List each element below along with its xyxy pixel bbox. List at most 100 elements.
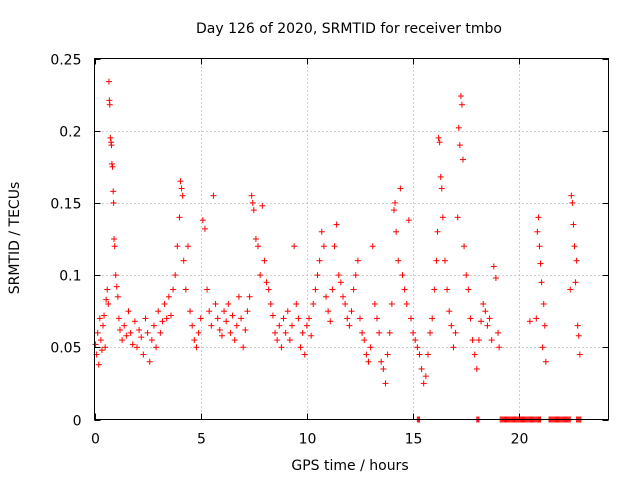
data-point: [263, 279, 270, 286]
y-tick-label: 0.05: [50, 341, 81, 357]
data-point: [541, 322, 548, 329]
data-point: [252, 236, 259, 242]
data-point: [327, 318, 334, 325]
data-point: [454, 214, 461, 221]
data-point: [314, 272, 321, 279]
data-point: [274, 337, 281, 344]
data-point: [144, 329, 151, 336]
data-point: [176, 214, 183, 221]
data-point: [96, 315, 103, 322]
data-point: [376, 329, 383, 336]
data-point: [136, 326, 143, 333]
data-point: [129, 341, 136, 348]
data-point: [223, 318, 230, 325]
data-point: [308, 332, 315, 339]
y-axis: 0 0.05 0.1 0.15 0.2 0.25: [50, 53, 609, 430]
y-tick-label: 0.2: [59, 125, 81, 141]
data-point: [246, 293, 253, 300]
data-point: [95, 361, 102, 368]
data-point: [255, 243, 262, 250]
data-point: [569, 199, 576, 206]
data-point: [486, 315, 493, 322]
data-point: [193, 344, 200, 351]
data-point: [113, 283, 120, 290]
data-point: [444, 286, 451, 293]
data-point: [98, 347, 105, 354]
data-point: [436, 139, 443, 146]
data-point: [291, 243, 298, 250]
data-point: [131, 318, 138, 325]
data-point: [172, 272, 179, 279]
data-point: [138, 334, 145, 341]
data-point: [405, 217, 412, 224]
data-point: [369, 243, 376, 250]
data-point: [161, 300, 168, 307]
data-point: [201, 225, 208, 232]
x-tick-label: 15: [405, 432, 423, 448]
data-point: [267, 300, 274, 307]
plot-frame: [94, 58, 609, 420]
y-tick-label: 0.1: [59, 269, 81, 285]
data-point: [99, 322, 106, 329]
data-point: [403, 300, 410, 307]
data-point: [412, 337, 419, 344]
data-point: [208, 322, 215, 329]
data-point: [475, 337, 482, 344]
data-point: [458, 101, 465, 108]
data-point: [102, 344, 109, 351]
data-point: [478, 318, 485, 325]
data-point: [438, 185, 445, 192]
chart-title: Day 126 of 2020, SRMTID for receiver tmb…: [196, 21, 502, 37]
data-point: [127, 329, 134, 336]
data-point: [346, 322, 353, 329]
data-point: [323, 293, 330, 300]
x-axis: 0 5 10 15 20: [91, 58, 528, 448]
data-point: [329, 286, 336, 293]
data-point: [312, 286, 319, 293]
data-point: [108, 160, 115, 167]
data-point: [92, 341, 99, 348]
points: [92, 78, 584, 423]
data-point: [182, 286, 189, 293]
data-point: [150, 322, 157, 329]
data-point: [469, 337, 476, 344]
data-point: [299, 329, 306, 336]
data-point: [216, 326, 223, 333]
data-point: [184, 243, 191, 250]
data-point: [110, 199, 117, 206]
data-point: [133, 344, 140, 351]
data-point: [380, 365, 387, 372]
data-point: [393, 228, 400, 235]
data-point: [105, 300, 112, 307]
data-point: [397, 185, 404, 192]
data-point: [119, 337, 126, 344]
x-tick-label: 0: [91, 432, 100, 448]
data-point: [342, 300, 349, 307]
data-point: [350, 286, 357, 293]
data-point: [537, 260, 544, 267]
data-point: [238, 315, 245, 322]
data-point: [407, 315, 414, 322]
data-point: [410, 329, 417, 336]
data-point: [538, 279, 545, 286]
data-point: [573, 257, 580, 264]
data-point: [148, 337, 155, 344]
data-point: [227, 329, 234, 336]
data-point: [460, 156, 467, 163]
data-point: [484, 322, 491, 329]
data-point: [284, 308, 291, 315]
data-point: [177, 178, 184, 185]
data-point: [386, 329, 393, 336]
data-point: [174, 243, 181, 250]
data-point: [286, 337, 293, 344]
data-point: [335, 272, 342, 279]
data-point: [373, 315, 380, 322]
data-point: [395, 257, 402, 264]
data-point: [320, 243, 327, 250]
data-point: [269, 312, 276, 319]
data-point: [111, 243, 118, 250]
data-point: [187, 308, 194, 315]
data-point: [467, 315, 474, 322]
data-point: [125, 308, 132, 315]
data-point: [163, 315, 170, 322]
